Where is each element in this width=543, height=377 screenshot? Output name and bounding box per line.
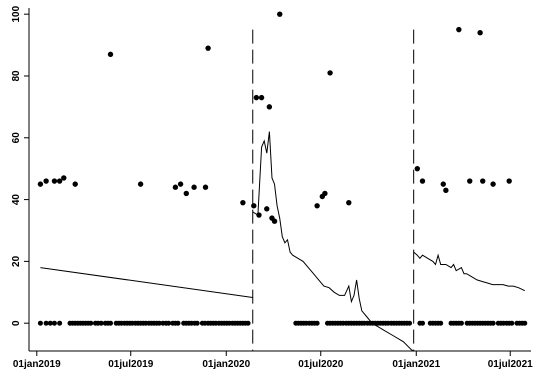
y-tick-label: 20 [11, 255, 22, 267]
data-point [477, 30, 483, 36]
y-tick-label: 80 [11, 70, 22, 82]
x-tick-label: 01jan2021 [392, 359, 440, 370]
data-point [443, 187, 449, 194]
data-point [346, 199, 352, 206]
fit-line-2 [252, 131, 414, 352]
data-point [266, 104, 273, 110]
data-point [407, 320, 413, 326]
data-point [245, 320, 251, 326]
x-tick-label: 01jul2020 [298, 359, 343, 370]
data-point [258, 94, 265, 101]
data-point [251, 203, 257, 209]
y-tick-label: 100 [11, 5, 22, 22]
data-point [191, 184, 197, 190]
data-point [98, 320, 104, 326]
data-point [166, 320, 172, 326]
data-point [51, 178, 58, 184]
data-point [438, 320, 444, 326]
y-axis-ticks: 0 20 40 60 80 100 [11, 5, 29, 326]
data-point [61, 175, 67, 181]
data-point [43, 178, 49, 184]
data-point [107, 51, 114, 58]
data-point [137, 181, 144, 187]
data-point [467, 178, 473, 184]
data-point [419, 178, 426, 184]
data-point [256, 212, 262, 218]
data-point [175, 320, 181, 326]
x-tick-label: 01jul2019 [108, 359, 153, 370]
data-point [522, 320, 528, 326]
data-point [37, 181, 44, 187]
x-axis-ticks: 01jan2019 01jul2019 01jan2020 01jul2020 01ja… [13, 351, 533, 370]
data-point [240, 199, 246, 206]
data-point [108, 320, 114, 326]
data-point [509, 320, 515, 326]
data-point [414, 165, 421, 172]
y-tick-label: 40 [11, 194, 22, 206]
data-point [314, 203, 320, 209]
data-point [156, 320, 162, 326]
data-point [456, 26, 462, 33]
fit-line-3 [413, 251, 526, 292]
x-tick-label: 01jan2020 [202, 359, 250, 370]
data-point [56, 178, 63, 184]
data-point [37, 320, 43, 326]
x-tick-label: 01jul2021 [488, 359, 533, 370]
data-point [490, 320, 496, 326]
fit-line-1 [40, 267, 253, 298]
data-point [177, 181, 184, 187]
data-point [420, 320, 426, 326]
fit-lines [40, 131, 526, 352]
data-point [202, 184, 209, 190]
data-points [37, 11, 528, 326]
axes [28, 8, 531, 352]
data-point [458, 320, 464, 326]
data-point [183, 190, 189, 197]
data-point [194, 320, 200, 326]
data-point [172, 184, 179, 190]
data-point [327, 70, 333, 76]
data-point [253, 94, 260, 101]
data-point [322, 190, 328, 197]
reference-lines [252, 29, 415, 351]
data-point [47, 320, 53, 326]
data-point [314, 320, 320, 326]
data-point [57, 320, 63, 326]
y-tick-label: 0 [11, 320, 22, 326]
data-point [506, 178, 512, 184]
x-tick-label: 01jan2019 [13, 359, 61, 370]
data-point [43, 320, 49, 326]
data-point [205, 45, 211, 51]
data-point [440, 181, 446, 187]
data-point [277, 11, 283, 17]
data-point [264, 206, 270, 212]
y-tick-label: 60 [11, 132, 22, 144]
data-point [51, 320, 57, 326]
data-point [490, 181, 496, 187]
data-point [88, 320, 94, 326]
data-point [480, 178, 486, 184]
data-point [72, 181, 78, 187]
data-point [271, 218, 278, 224]
